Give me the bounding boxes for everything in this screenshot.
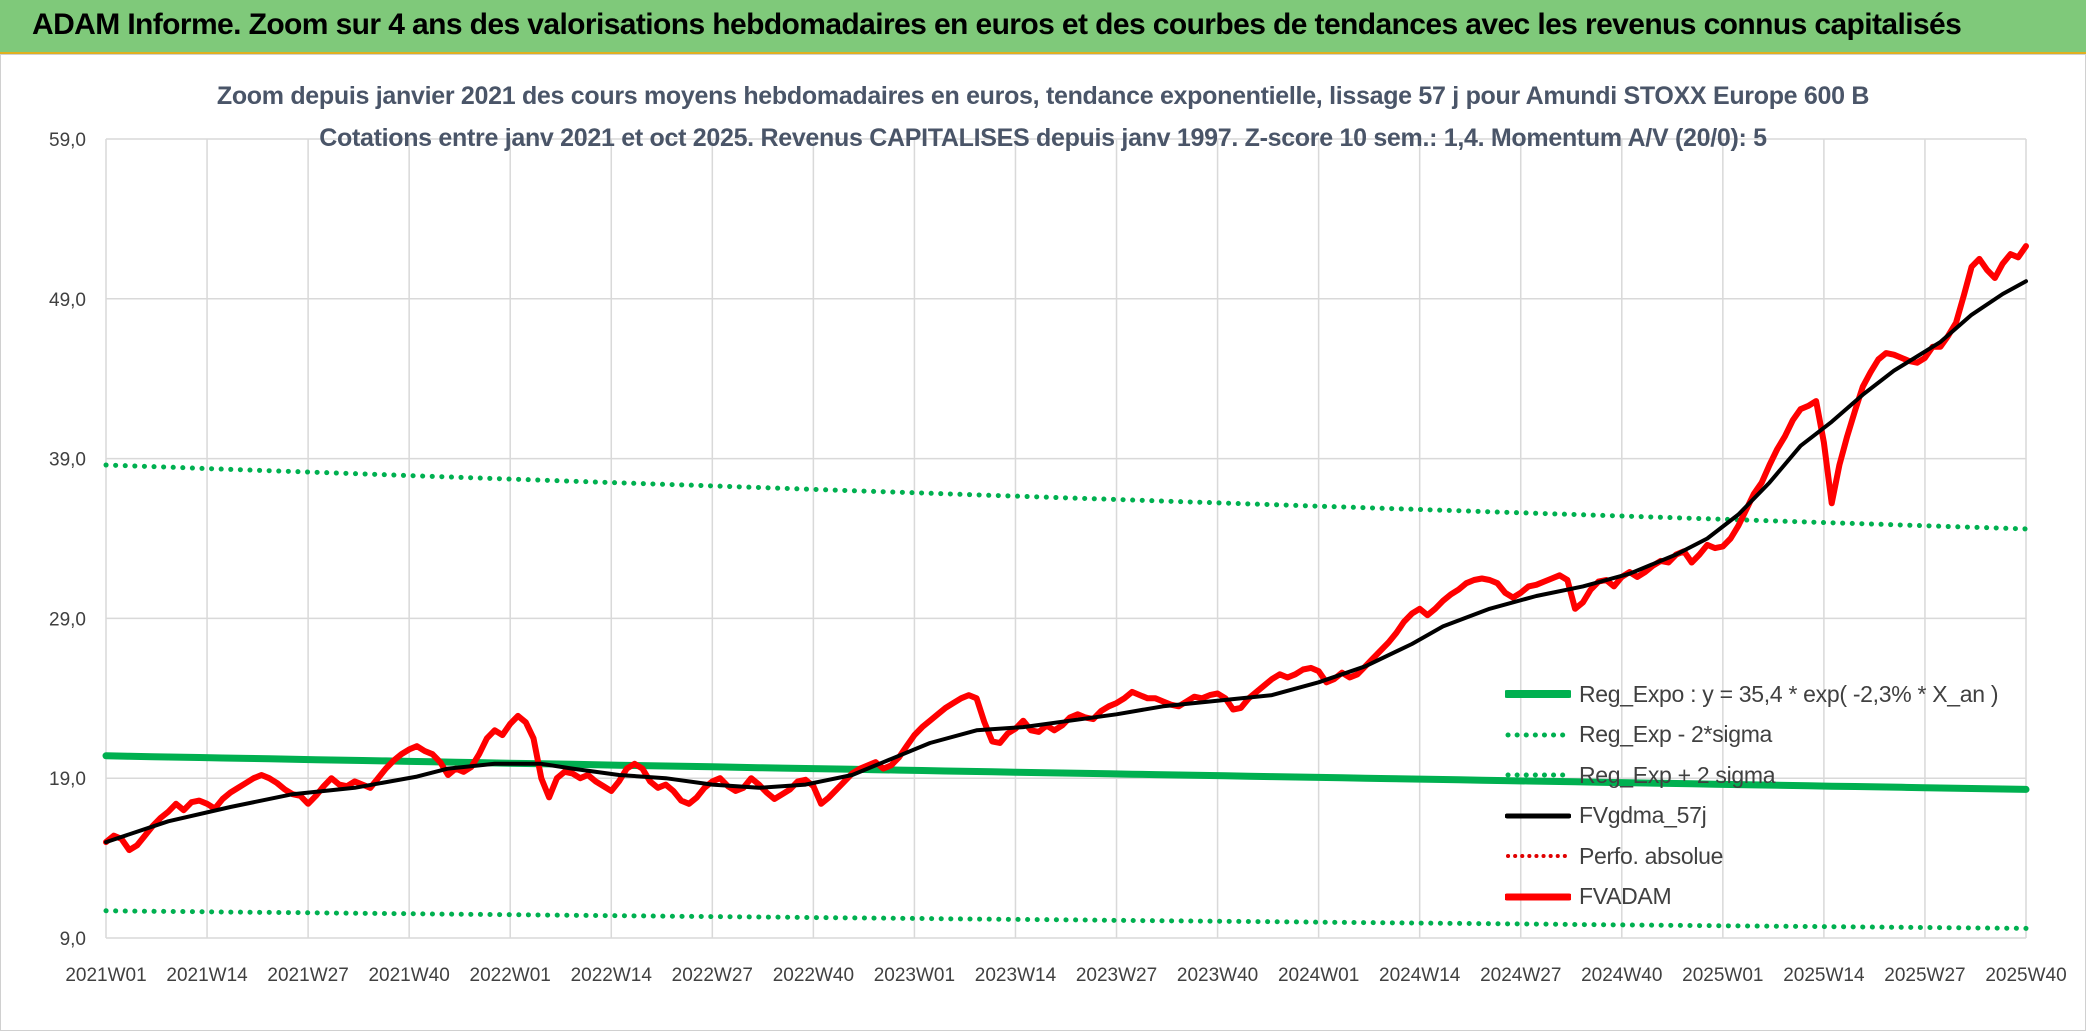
- x-tick-label: 2025W01: [1682, 965, 1763, 986]
- legend-item-reg-plus-2sigma: Reg_Exp + 2 sigma: [1505, 755, 2045, 796]
- x-tick-label: 2022W14: [571, 965, 653, 986]
- x-tick-label: 2023W40: [1177, 965, 1258, 986]
- x-tick-label: 2025W27: [1884, 965, 1965, 986]
- y-tick-label: 19,0: [49, 769, 86, 790]
- legend-swatch-reg-plus-2sigma: [1505, 768, 1571, 782]
- series-reg-expo: [102, 752, 2030, 793]
- x-tick-label: 2024W40: [1581, 965, 1662, 986]
- x-axis: 2021W01 2021W14 2021W27 2021W40 2022W01 2022W…: [65, 965, 2066, 986]
- x-tick-label: 2021W14: [166, 965, 248, 986]
- y-tick-label: 59,0: [49, 130, 86, 151]
- chart-subtitle: Cotations entre janv 2021 et oct 2025. R…: [319, 124, 1767, 152]
- header-title: ADAM Informe. Zoom sur 4 ans des valoris…: [32, 8, 1962, 41]
- legend-item-fvadam: FVADAM: [1505, 877, 2045, 918]
- x-tick-label: 2024W01: [1278, 965, 1359, 986]
- y-tick-label: 39,0: [49, 450, 86, 471]
- series-layer: [102, 243, 2030, 931]
- legend-swatch-fvgdma: [1505, 809, 1571, 823]
- header-banner: ADAM Informe. Zoom sur 4 ans des valoris…: [0, 0, 2086, 54]
- legend-item-perfo: Perfo. absolue: [1505, 836, 2045, 877]
- x-tick-label: 2023W01: [874, 965, 955, 986]
- legend-label-fvadam: FVADAM: [1579, 883, 1672, 910]
- x-tick-label: 2023W27: [1076, 965, 1157, 986]
- x-tick-label: 2022W01: [470, 965, 551, 986]
- x-tick-label: 2023W14: [975, 965, 1057, 986]
- x-tick-label: 2025W14: [1783, 965, 1865, 986]
- x-tick-label: 2021W27: [267, 965, 348, 986]
- legend: Reg_Expo : y = 35,4 * exp( -2,3% * X_an …: [1505, 674, 2045, 917]
- legend-item-reg-minus-2sigma: Reg_Exp - 2*sigma: [1505, 715, 2045, 756]
- legend-swatch-perfo: [1505, 849, 1571, 863]
- x-tick-label: 2021W40: [368, 965, 449, 986]
- y-tick-label: 9,0: [60, 929, 86, 950]
- x-tick-label: 2024W27: [1480, 965, 1561, 986]
- series-reg-minus-2sigma: [103, 908, 2029, 931]
- x-tick-label: 2025W40: [1985, 965, 2066, 986]
- y-tick-label: 29,0: [49, 609, 86, 630]
- x-tick-label: 2022W27: [672, 965, 753, 986]
- x-tick-label: 2024W14: [1379, 965, 1461, 986]
- legend-swatch-fvadam: [1505, 890, 1571, 904]
- series-fvgdma: [104, 279, 2028, 845]
- y-axis: 59,0 49,0 39,0 29,0 19,0 9,0: [49, 130, 86, 950]
- x-tick-label: 2021W01: [65, 965, 146, 986]
- legend-label-reg-expo: Reg_Expo : y = 35,4 * exp( -2,3% * X_an …: [1579, 680, 1999, 707]
- legend-label-perfo: Perfo. absolue: [1579, 842, 1724, 869]
- chart-title: Zoom depuis janvier 2021 des cours moyen…: [216, 82, 1870, 110]
- y-tick-label: 49,0: [49, 290, 86, 311]
- legend-label-reg-minus-2sigma: Reg_Exp - 2*sigma: [1579, 721, 1773, 748]
- legend-item-fvgdma: FVgdma_57j: [1505, 796, 2045, 837]
- grid-layer: [105, 138, 2027, 939]
- x-tick-label: 2022W40: [773, 965, 854, 986]
- legend-swatch-reg-minus-2sigma: [1505, 728, 1571, 742]
- legend-label-fvgdma: FVgdma_57j: [1579, 802, 1707, 829]
- legend-item-reg-expo: Reg_Expo : y = 35,4 * exp( -2,3% * X_an …: [1505, 674, 2045, 715]
- series-reg-plus-2sigma: [103, 462, 2029, 532]
- legend-swatch-reg-expo: [1505, 687, 1571, 701]
- legend-label-reg-plus-2sigma: Reg_Exp + 2 sigma: [1579, 761, 1776, 788]
